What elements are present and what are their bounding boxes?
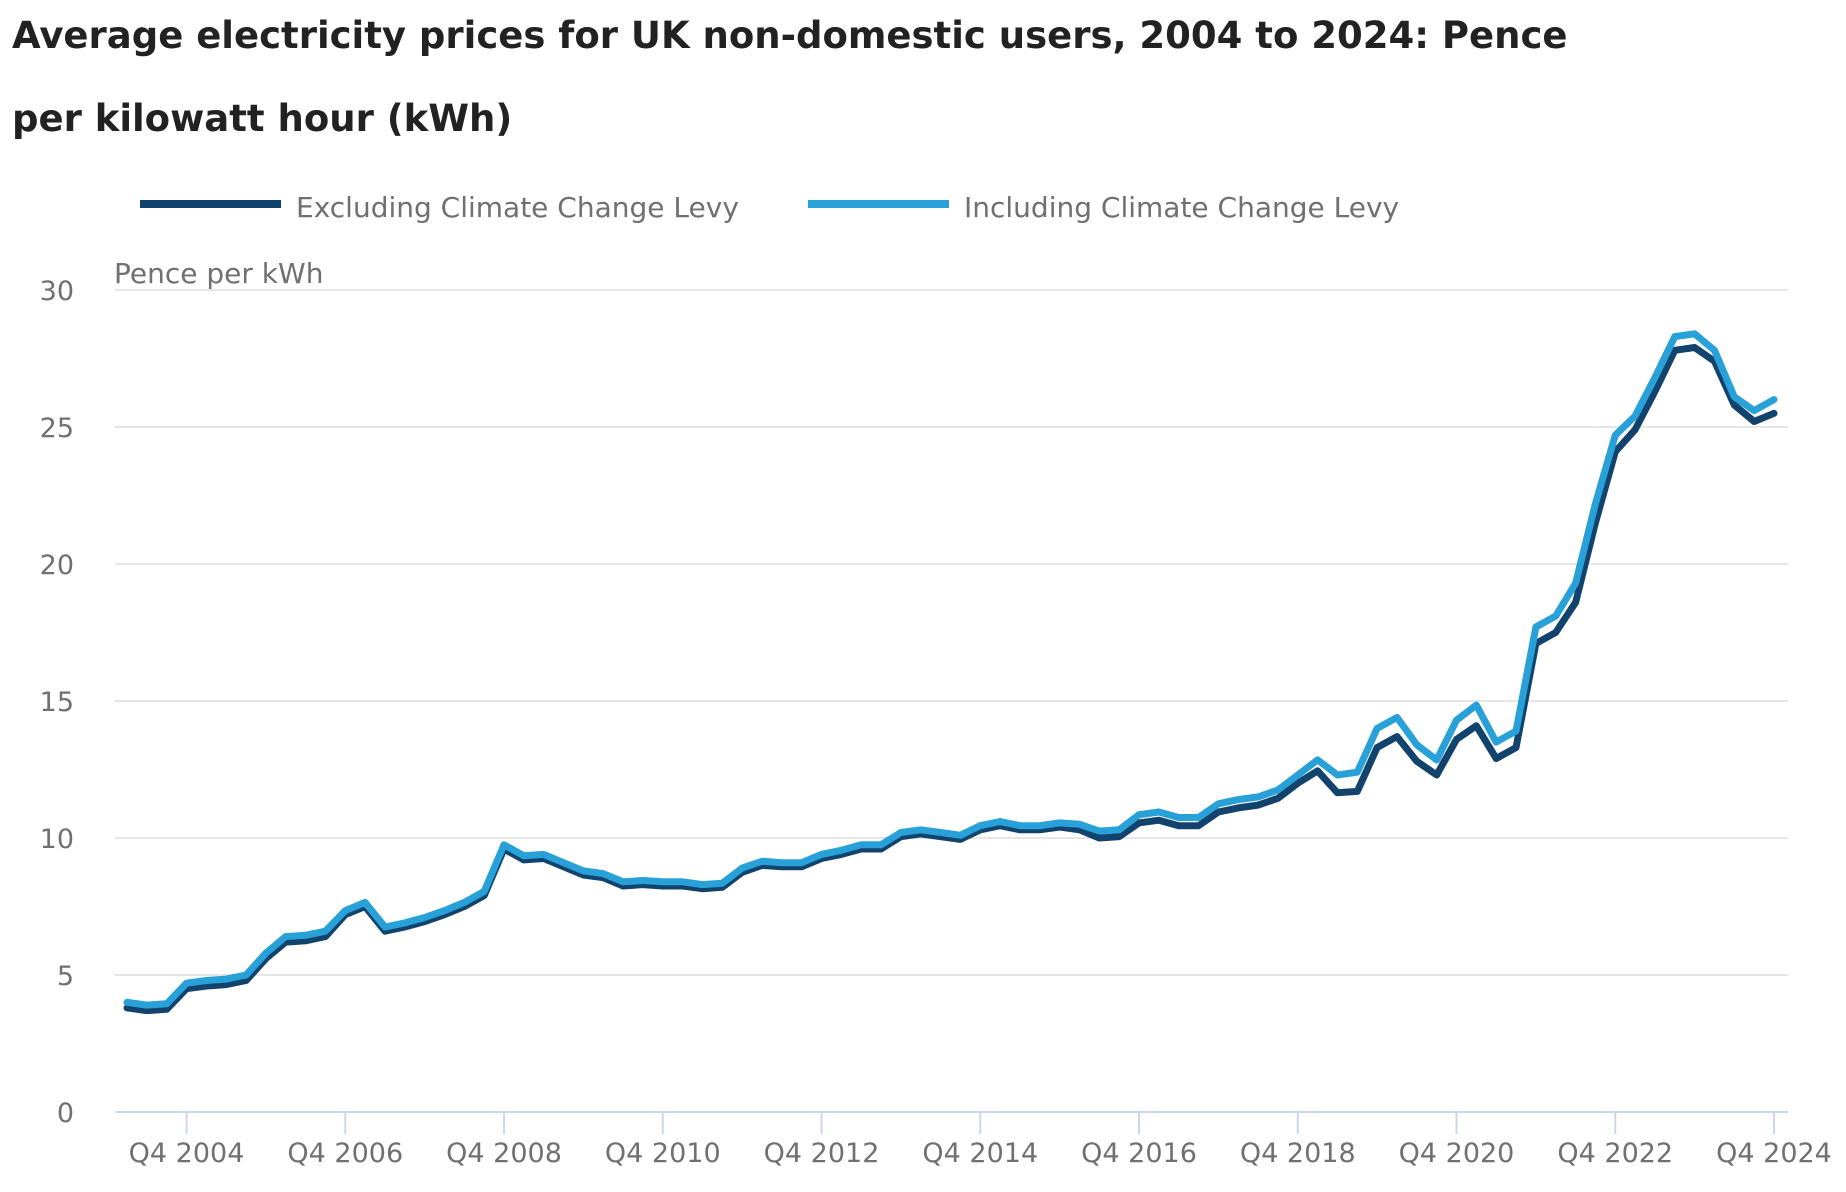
gridlines — [115, 289, 1788, 976]
x-axis: Q4 2004 Q4 2006 Q4 2008 Q4 2010 Q4 2012 Q4 20… — [115, 1111, 1832, 1169]
x-tick-label: Q4 2020 — [1399, 1138, 1515, 1169]
x-tick-label: Q4 2016 — [1081, 1138, 1197, 1169]
x-tick-label: Q4 2010 — [605, 1138, 721, 1169]
y-tick-label: 20 — [40, 550, 74, 581]
x-tick-label: Q4 2024 — [1716, 1138, 1832, 1169]
y-tick-label: 10 — [40, 824, 74, 855]
y-axis-label: Pence per kWh — [114, 257, 323, 290]
legend: Excluding Climate Change Levy Including … — [140, 191, 1399, 224]
y-tick-label: 0 — [57, 1098, 74, 1129]
series-lines — [123, 330, 1778, 1015]
x-tick-label: Q4 2022 — [1557, 1138, 1673, 1169]
x-tick-label: Q4 2014 — [922, 1138, 1038, 1169]
legend-label-excluding-ccl: Excluding Climate Change Levy — [296, 191, 739, 224]
x-tick-label: Q4 2008 — [446, 1138, 562, 1169]
x-tick-label: Q4 2012 — [764, 1138, 880, 1169]
x-tick-label: Q4 2004 — [129, 1138, 245, 1169]
series-line-including-ccl — [123, 330, 1778, 1009]
x-tick-label: Q4 2018 — [1240, 1138, 1356, 1169]
series-line-excluding-ccl — [123, 344, 1778, 1015]
y-tick-label: 30 — [40, 276, 74, 307]
y-tick-label: 15 — [40, 687, 74, 718]
legend-label-including-ccl: Including Climate Change Levy — [964, 191, 1399, 224]
chart-title: Average electricity prices for UK non-do… — [12, 14, 1568, 140]
x-tick-label: Q4 2006 — [287, 1138, 403, 1169]
y-tick-label: 25 — [40, 413, 74, 444]
y-tick-label: 5 — [57, 961, 74, 992]
y-axis: 0 5 10 15 20 25 30 — [40, 276, 74, 1129]
